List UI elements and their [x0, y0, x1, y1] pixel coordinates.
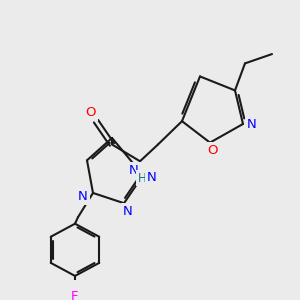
Text: N: N	[129, 164, 139, 177]
Text: N: N	[78, 190, 88, 203]
Text: F: F	[71, 290, 79, 300]
Text: N: N	[123, 205, 133, 218]
Text: O: O	[208, 144, 218, 157]
Text: H: H	[138, 172, 146, 184]
Text: O: O	[86, 106, 96, 119]
Text: N: N	[247, 118, 257, 131]
Text: N: N	[147, 171, 157, 184]
